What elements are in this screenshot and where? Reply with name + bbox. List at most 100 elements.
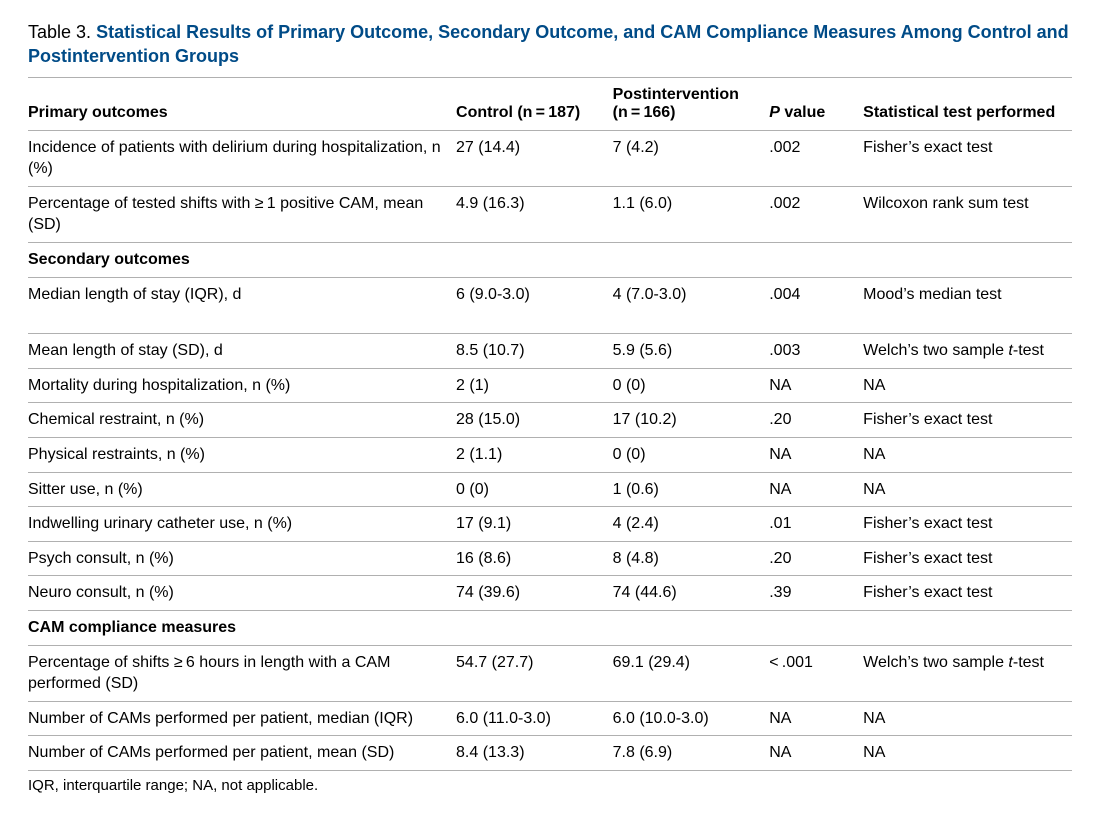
table-row: Number of CAMs performed per patient, me… [28, 701, 1072, 736]
section-header-secondary: Secondary outcomes [28, 242, 1072, 277]
table-title: Table 3. Statistical Results of Primary … [28, 20, 1072, 78]
cell-control: 8.5 (10.7) [456, 334, 613, 369]
cell-label: Chemical restraint, n (%) [28, 403, 456, 438]
cell-post: 4 (2.4) [613, 507, 770, 542]
cell-post: 0 (0) [613, 437, 770, 472]
cell-post: 17 (10.2) [613, 403, 770, 438]
cell-post: 69.1 (29.4) [613, 645, 770, 701]
cell-test: Wilcoxon rank sum test [863, 186, 1072, 242]
table-header-row: Primary outcomes Control (n = 187) Posti… [28, 78, 1072, 131]
cell-label: Number of CAMs performed per patient, me… [28, 701, 456, 736]
cell-test: Fisher’s exact test [863, 541, 1072, 576]
table-caption: Statistical Results of Primary Outcome, … [28, 22, 1069, 66]
cell-post: 7.8 (6.9) [613, 736, 770, 771]
cell-test: Fisher’s exact test [863, 576, 1072, 611]
table-number: Table 3. [28, 22, 91, 42]
cell-label: Sitter use, n (%) [28, 472, 456, 507]
cell-post: 1 (0.6) [613, 472, 770, 507]
cell-post: 1.1 (6.0) [613, 186, 770, 242]
cell-label: Incidence of patients with delirium duri… [28, 130, 456, 186]
table-body: Incidence of patients with delirium duri… [28, 130, 1072, 770]
col-header-test: Statistical test performed [863, 78, 1072, 131]
cell-pvalue: < .001 [769, 645, 863, 701]
cell-control: 2 (1.1) [456, 437, 613, 472]
cell-label: Number of CAMs performed per patient, me… [28, 736, 456, 771]
cell-pvalue: .002 [769, 186, 863, 242]
cell-label: Median length of stay (IQR), d [28, 277, 456, 334]
cell-test: NA [863, 368, 1072, 403]
cell-test: NA [863, 472, 1072, 507]
cell-control: 8.4 (13.3) [456, 736, 613, 771]
cell-label: Indwelling urinary catheter use, n (%) [28, 507, 456, 542]
cell-pvalue: .004 [769, 277, 863, 334]
cell-pvalue: .20 [769, 403, 863, 438]
cell-post: 7 (4.2) [613, 130, 770, 186]
cell-pvalue: .39 [769, 576, 863, 611]
cell-post: 6.0 (10.0-3.0) [613, 701, 770, 736]
table-row: Sitter use, n (%) 0 (0) 1 (0.6) NA NA [28, 472, 1072, 507]
table-footnote: IQR, interquartile range; NA, not applic… [28, 771, 1072, 794]
cell-label: Mortality during hospitalization, n (%) [28, 368, 456, 403]
cell-pvalue: .002 [769, 130, 863, 186]
cell-control: 16 (8.6) [456, 541, 613, 576]
cell-control: 74 (39.6) [456, 576, 613, 611]
cell-pvalue: .01 [769, 507, 863, 542]
table-row: Neuro consult, n (%) 74 (39.6) 74 (44.6)… [28, 576, 1072, 611]
cell-control: 6 (9.0-3.0) [456, 277, 613, 334]
col-header-control: Control (n = 187) [456, 78, 613, 131]
cell-test: Mood’s median test [863, 277, 1072, 334]
col-header-outcome: Primary outcomes [28, 78, 456, 131]
table-row: Physical restraints, n (%) 2 (1.1) 0 (0)… [28, 437, 1072, 472]
cell-pvalue: NA [769, 368, 863, 403]
cell-test: NA [863, 701, 1072, 736]
cell-pvalue: .003 [769, 334, 863, 369]
cell-test: Fisher’s exact test [863, 403, 1072, 438]
cell-test: Welch’s two sample t-test [863, 334, 1072, 369]
table-container: Table 3. Statistical Results of Primary … [0, 0, 1100, 822]
cell-pvalue: NA [769, 701, 863, 736]
cell-control: 2 (1) [456, 368, 613, 403]
section-label: CAM compliance measures [28, 610, 1072, 645]
table-row: Incidence of patients with delirium duri… [28, 130, 1072, 186]
cell-post: 5.9 (5.6) [613, 334, 770, 369]
section-header-cam: CAM compliance measures [28, 610, 1072, 645]
table-row: Psych consult, n (%) 16 (8.6) 8 (4.8) .2… [28, 541, 1072, 576]
cell-test: Fisher’s exact test [863, 507, 1072, 542]
cell-pvalue: NA [769, 472, 863, 507]
pvalue-label-italic: P [769, 104, 780, 121]
cell-post: 0 (0) [613, 368, 770, 403]
cell-label: Physical restraints, n (%) [28, 437, 456, 472]
cell-test: Welch’s two sample t-test [863, 645, 1072, 701]
cell-post: 4 (7.0-3.0) [613, 277, 770, 334]
cell-control: 6.0 (11.0-3.0) [456, 701, 613, 736]
cell-label: Percentage of shifts ≥ 6 hours in length… [28, 645, 456, 701]
cell-control: 17 (9.1) [456, 507, 613, 542]
cell-test: Fisher’s exact test [863, 130, 1072, 186]
section-label: Secondary outcomes [28, 242, 1072, 277]
cell-test: NA [863, 736, 1072, 771]
table-row: Number of CAMs performed per patient, me… [28, 736, 1072, 771]
cell-control: 0 (0) [456, 472, 613, 507]
table-row: Mean length of stay (SD), d 8.5 (10.7) 5… [28, 334, 1072, 369]
cell-pvalue: NA [769, 437, 863, 472]
cell-label: Mean length of stay (SD), d [28, 334, 456, 369]
cell-pvalue: .20 [769, 541, 863, 576]
cell-control: 4.9 (16.3) [456, 186, 613, 242]
col-header-pvalue: P value [769, 78, 863, 131]
cell-label: Neuro consult, n (%) [28, 576, 456, 611]
cell-pvalue: NA [769, 736, 863, 771]
cell-test: NA [863, 437, 1072, 472]
table-row: Percentage of tested shifts with ≥ 1 pos… [28, 186, 1072, 242]
table-row: Percentage of shifts ≥ 6 hours in length… [28, 645, 1072, 701]
cell-control: 28 (15.0) [456, 403, 613, 438]
table-row: Median length of stay (IQR), d 6 (9.0-3.… [28, 277, 1072, 334]
cell-label: Psych consult, n (%) [28, 541, 456, 576]
cell-label: Percentage of tested shifts with ≥ 1 pos… [28, 186, 456, 242]
cell-control: 54.7 (27.7) [456, 645, 613, 701]
results-table: Primary outcomes Control (n = 187) Posti… [28, 78, 1072, 771]
table-row: Indwelling urinary catheter use, n (%) 1… [28, 507, 1072, 542]
table-row: Mortality during hospitalization, n (%) … [28, 368, 1072, 403]
cell-post: 74 (44.6) [613, 576, 770, 611]
cell-post: 8 (4.8) [613, 541, 770, 576]
cell-control: 27 (14.4) [456, 130, 613, 186]
